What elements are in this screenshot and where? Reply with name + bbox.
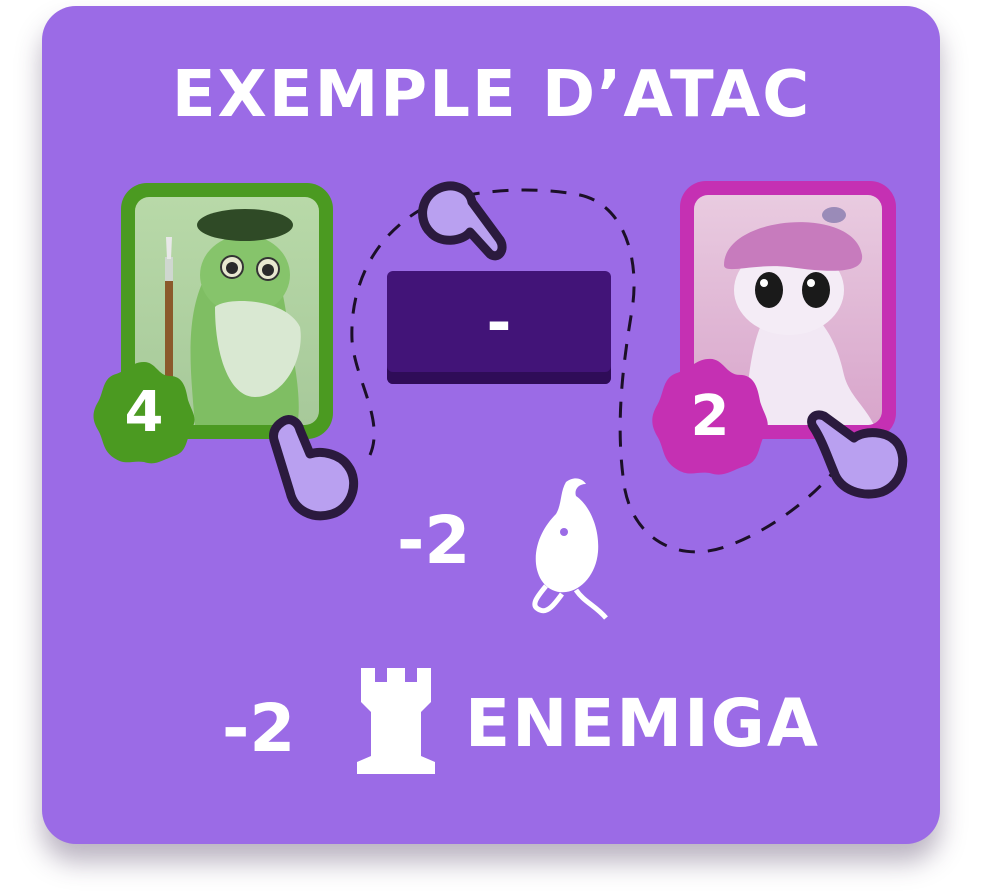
pointer-hand-icon <box>418 181 507 261</box>
attacker-power-value: 4 <box>124 379 164 445</box>
attacker-card[interactable] <box>121 183 333 439</box>
enemy-tower-label: ENEMIGA <box>465 685 820 762</box>
attack-action-button[interactable]: - <box>387 271 611 384</box>
page-title: EXEMPLE D’ATAC <box>171 58 812 132</box>
pointer-hand-icon <box>807 410 908 499</box>
tower-damage-value: -2 <box>222 690 296 767</box>
lizard-painter-image <box>165 209 301 425</box>
defender-power-badge: 2 <box>646 352 774 480</box>
mushroom-creature-image <box>724 207 874 425</box>
creature-damage-value: -2 <box>397 502 471 579</box>
tower-icon <box>357 668 435 774</box>
pointer-hand-icon <box>269 415 359 521</box>
defender-power-value: 2 <box>690 383 730 449</box>
attacker-portrait <box>135 197 319 425</box>
attacker-power-badge: 4 <box>88 356 200 468</box>
creature-icon <box>532 478 608 620</box>
